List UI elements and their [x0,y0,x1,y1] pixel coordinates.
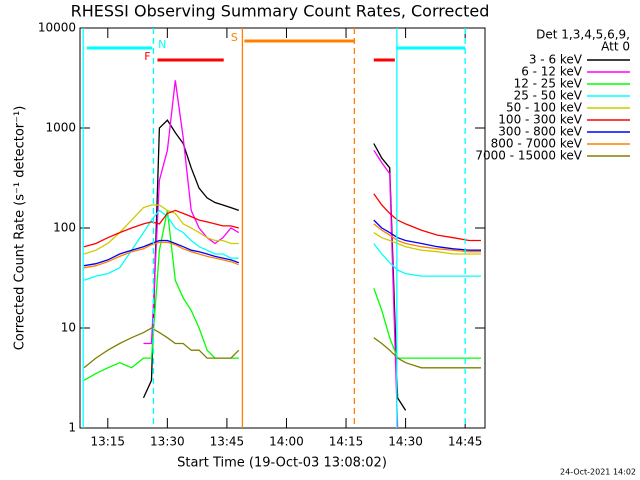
legend-label: 100 - 300 keV [498,113,582,127]
x-tick-label: 14:00 [269,435,304,449]
chart-title: RHESSI Observing Summary Count Rates, Co… [71,2,490,21]
legend-label: 50 - 100 keV [506,101,583,115]
legend-label: 6 - 12 keV [521,65,583,79]
legend-label: 3 - 6 keV [529,53,583,67]
series-line [83,209,481,281]
legend-header: Det 1,3,4,5,6,9, [536,28,630,42]
y-tick-label: 10 [61,321,76,335]
series-line [83,193,481,248]
series-line [83,223,481,269]
y-tick-label: 1 [68,421,76,435]
x-tick-label: 14:45 [448,435,483,449]
series-line [142,119,407,411]
x-axis-label: Start Time (19-Oct-03 13:08:02) [177,456,387,471]
legend-label: 300 - 800 keV [498,125,582,139]
series-line [143,80,399,429]
x-tick-label: 13:45 [210,435,245,449]
footer-timestamp: 24-Oct-2021 14:02 [560,468,636,477]
legend-label: 7000 - 15000 keV [475,149,582,163]
series-line [83,210,481,381]
x-tick-label: 13:30 [150,435,185,449]
legend-header: Att 0 [601,40,630,54]
legend-label: 25 - 50 keV [514,89,583,103]
x-tick-label: 14:15 [329,435,364,449]
y-tick-label: 100 [53,221,76,235]
x-tick-label: 14:30 [388,435,423,449]
y-axis-label: Corrected Count Rate (s⁻¹ detector⁻¹) [13,106,28,351]
series-line [83,219,481,267]
legend-label: 12 - 25 keV [514,77,583,91]
flag-label: S [231,31,238,44]
flag-label: N [158,38,166,51]
x-tick-label: 13:15 [90,435,125,449]
y-tick-label: 1000 [45,121,76,135]
legend-label: 800 - 7000 keV [491,137,583,151]
flag-label: F [144,50,150,63]
series-line [83,327,481,369]
y-tick-label: 10000 [38,21,76,35]
